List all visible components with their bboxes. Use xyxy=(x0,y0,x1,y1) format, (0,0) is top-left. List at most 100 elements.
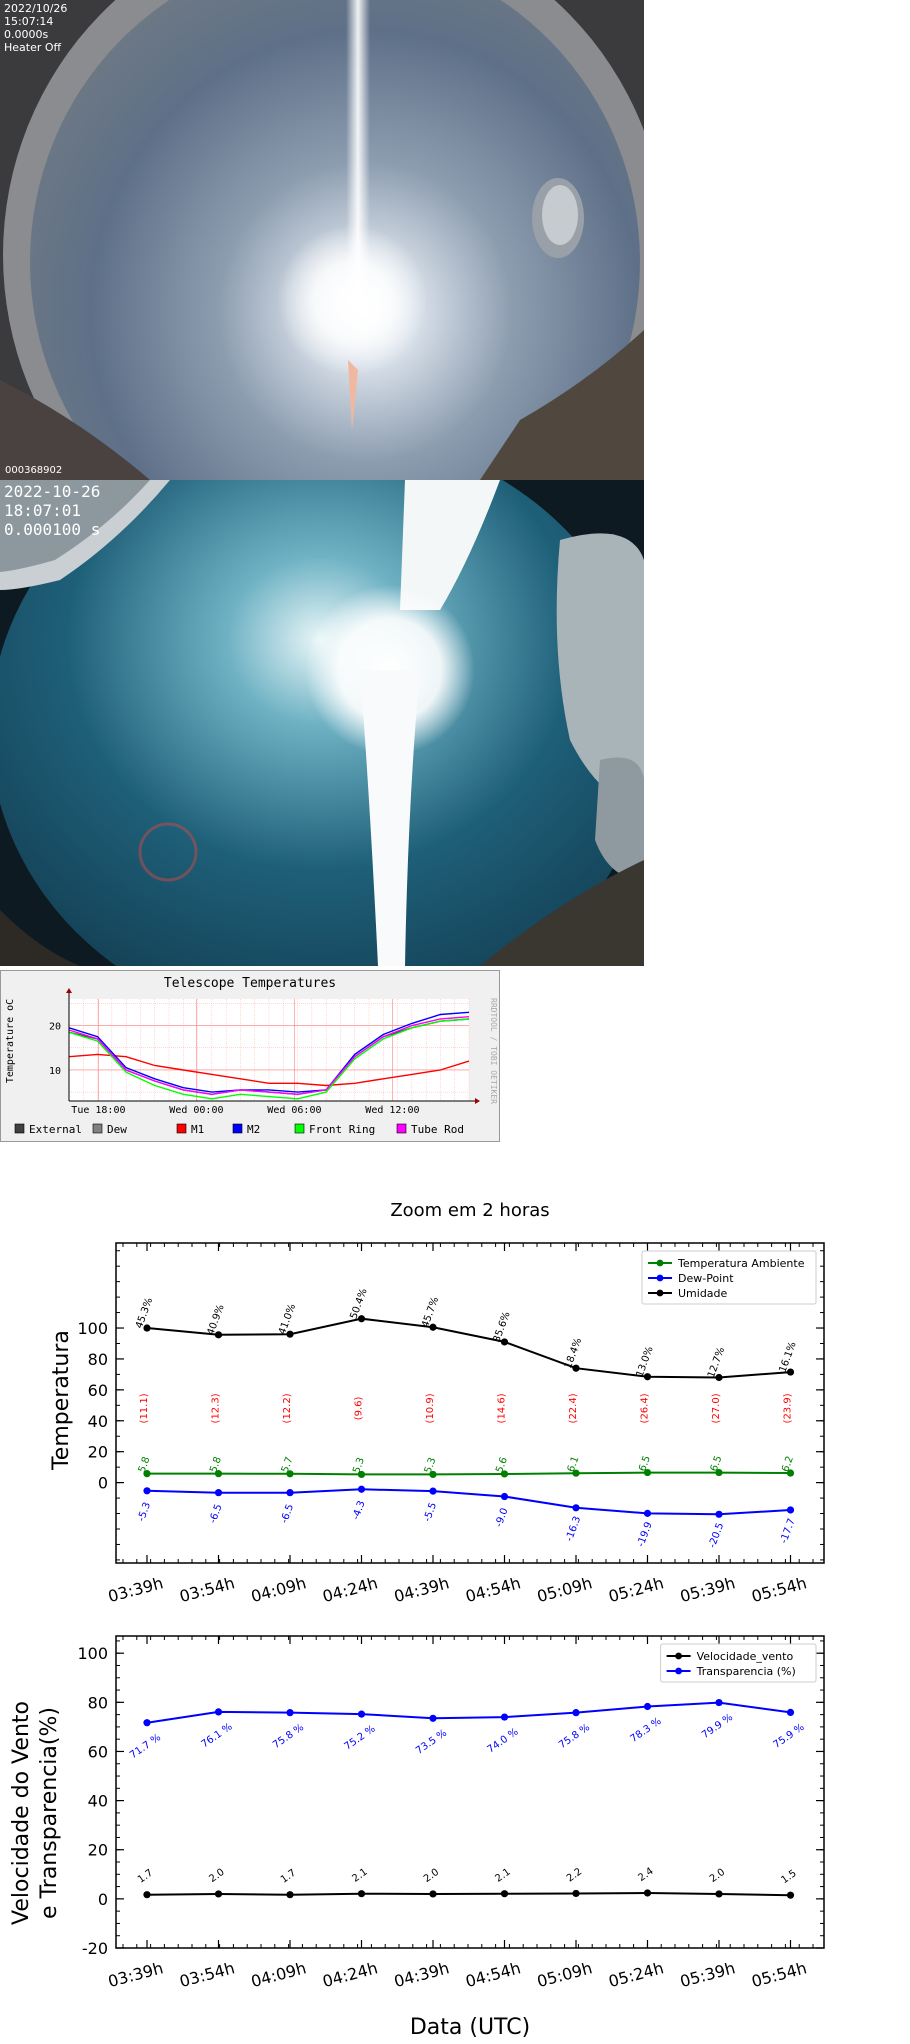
zoom-legend-label: Dew-Point xyxy=(678,1272,734,1285)
camera-1-exposure: 0.0000s xyxy=(4,28,49,41)
zoom-data-label: 41.0% xyxy=(277,1303,298,1337)
tele-legend-item-m1: M1 xyxy=(176,1123,204,1136)
zoom-ylabel: Temperatura xyxy=(49,1330,74,1471)
camera-2-exposure: 0.000100 s xyxy=(4,520,101,539)
wind-data-label: 2.0 xyxy=(708,1867,727,1885)
wind-point-velocidade-vento xyxy=(715,1890,723,1898)
wind-data-label: 1.7 xyxy=(136,1868,155,1886)
zoom-legend-label: Umidade xyxy=(678,1287,728,1300)
zoom-point-dew-point xyxy=(357,1485,366,1493)
zoom-ytick-label: 80 xyxy=(88,1350,108,1369)
wind-data-label: 2.1 xyxy=(493,1867,512,1885)
zoom-data-label: -16.3 xyxy=(564,1515,583,1543)
camera-1-heater-status: Heater Off xyxy=(4,41,62,54)
zoom-data-label: 6.5 xyxy=(637,1454,653,1473)
zoom-point-umidade xyxy=(286,1330,294,1338)
zoom-line-temperatura-ambiente xyxy=(147,1471,791,1476)
wind-point-velocidade-vento xyxy=(429,1890,437,1898)
zoom-point-umidade xyxy=(786,1368,795,1376)
zoom-spread-label: (22.4) xyxy=(568,1393,579,1423)
zoom-point-umidade xyxy=(643,1373,652,1381)
zoom-point-dew-point xyxy=(214,1489,223,1497)
wind-plot: -20 0 20 40 60 80 100 03:39h 03:54h 04:09h 04:24h 0… xyxy=(77,1635,825,1991)
wind-point-transparencia xyxy=(429,1714,437,1722)
zoom-spread-label: (11.1) xyxy=(139,1393,150,1423)
wind-ylabel-line1: Velocidade do Vento xyxy=(9,1701,34,1925)
tele-legend-swatch xyxy=(232,1123,243,1134)
wind-ytick-label: 0 xyxy=(98,1890,108,1909)
wind-line-velocidade-vento xyxy=(146,1891,791,1897)
wind-xtick-label: 05:54h xyxy=(749,1958,808,1991)
zoom-data-label: 6.5 xyxy=(709,1454,725,1473)
tele-legend: External Dew M1 M2 Front Ring Tube Rod xyxy=(14,1123,464,1136)
zoom-legend-marker xyxy=(656,1289,664,1297)
zoom-point-temperatura-ambiente xyxy=(572,1469,580,1477)
zoom-data-label: 45.7% xyxy=(420,1296,441,1330)
wind-data-label: 75.8 % xyxy=(271,1722,306,1751)
telescope-temperatures-panel: Telescope Temperatures Temperature oC RR… xyxy=(0,970,500,1142)
wind-data-label: 2.4 xyxy=(636,1866,655,1884)
zoom-point-umidade xyxy=(143,1324,151,1332)
tele-ytick-label: 20 xyxy=(49,1022,61,1033)
wind-legend: Velocidade_vento Transparencia (%) xyxy=(660,1643,817,1683)
wind-transparency-chart: Velocidade do Vento e Transparencia(%) D… xyxy=(9,1635,825,2040)
wind-xtick-label: 05:39h xyxy=(678,1958,737,1991)
zoom-plot-frame xyxy=(115,1242,825,1564)
zoom-point-umidade xyxy=(572,1364,580,1372)
tele-legend-swatch xyxy=(92,1123,103,1134)
zoom-data-label: 12.7% xyxy=(706,1346,727,1380)
wind-ytick-label: 80 xyxy=(88,1693,108,1712)
zoom-point-temperatura-ambiente xyxy=(786,1469,795,1477)
tele-legend-swatch xyxy=(294,1123,305,1134)
tele-legend-item-external: External xyxy=(14,1123,82,1136)
tele-legend-label: External xyxy=(29,1123,82,1136)
zoom-point-dew-point xyxy=(786,1506,795,1514)
camera-1-date: 2022/10/26 xyxy=(4,2,68,15)
zoom-xtick-label: 05:24h xyxy=(606,1573,665,1606)
zoom-point-temperatura-ambiente xyxy=(715,1468,723,1477)
tele-x-arrow xyxy=(475,1098,480,1104)
wind-series-velocidade-vento: 1.7 2.0 1.7 2.1 2.0 2.1 2.2 2.4 2.0 1.5 xyxy=(136,1866,799,1899)
zoom-point-temperatura-ambiente xyxy=(143,1470,151,1478)
wind-point-transparencia xyxy=(786,1708,795,1717)
wind-legend-marker xyxy=(675,1667,682,1675)
wind-ytick-label: 60 xyxy=(88,1742,108,1761)
zoom-spread-label: (10.9) xyxy=(425,1393,436,1423)
zoom-point-dew-point xyxy=(429,1487,437,1495)
wind-data-label: 75.9 % xyxy=(772,1722,807,1751)
wind-data-label: 75.8 % xyxy=(557,1722,592,1751)
wind-data-label: 2.0 xyxy=(207,1867,226,1885)
zoom-data-label: 5.3 xyxy=(351,1456,367,1475)
zoom-series-temperatura-ambiente: 5.8 5.8 5.7 5.3 5.3 5.6 6.1 6.5 6.5 6.2 xyxy=(137,1454,796,1479)
wind-data-label: 2.0 xyxy=(422,1867,441,1885)
camera-1-info: 2022/10/26 15:07:14 0.0000s Heater Off xyxy=(4,2,67,54)
wind-legend-item-transparencia: Transparencia (%) xyxy=(666,1665,796,1678)
zoom-spread-label: (26.4) xyxy=(640,1393,651,1423)
wind-point-velocidade-vento xyxy=(643,1889,652,1897)
zoom-series-dew-point: -5.3 -6.5 -6.5 -4.3 -5.5 -9.0 -16.3 -19.9 -20.5 -… xyxy=(136,1485,798,1549)
zoom-data-label: 6.1 xyxy=(566,1455,582,1474)
wind-legend-item-velocidade-vento: Velocidade_vento xyxy=(666,1650,793,1663)
wind-point-transparencia xyxy=(286,1709,294,1717)
zoom-point-dew-point xyxy=(286,1489,294,1497)
wind-ytick-label: 40 xyxy=(88,1792,108,1811)
wind-series-transparencia: 71.7 % 76.1 % 75.8 % 75.2 % 73.5 % 74.0 % 75.8… xyxy=(128,1698,807,1761)
wind-xtick-label: 04:24h xyxy=(320,1958,379,1991)
zoom-point-dew-point xyxy=(572,1504,580,1512)
zoom-point-temperatura-ambiente xyxy=(643,1468,652,1477)
zoom-data-label: 6.2 xyxy=(780,1455,796,1474)
wind-point-velocidade-vento xyxy=(143,1891,151,1899)
wind-data-label: 2.2 xyxy=(565,1866,584,1884)
zoom-xtick-label: 03:54h xyxy=(177,1573,236,1606)
zoom-data-label: 35.6% xyxy=(492,1310,513,1344)
wind-point-transparencia xyxy=(572,1709,580,1717)
tele-xtick-label: Tue 18:00 xyxy=(71,1105,125,1116)
wind-point-transparencia xyxy=(214,1708,223,1716)
wind-legend-label: Transparencia (%) xyxy=(696,1665,796,1678)
zoom-data-label: -5.5 xyxy=(422,1501,439,1523)
wind-xtick-label: 04:39h xyxy=(392,1958,451,1991)
zoom-legend: Temperatura Ambiente Dew-Point Umidade xyxy=(641,1250,817,1305)
zoom-legend-item-temperatura-ambiente: Temperatura Ambiente xyxy=(648,1257,805,1270)
zoom-data-label: -6.5 xyxy=(279,1503,296,1525)
allsky-camera-image-1: 2022/10/26 15:07:14 0.0000s Heater Off 0… xyxy=(0,0,644,480)
